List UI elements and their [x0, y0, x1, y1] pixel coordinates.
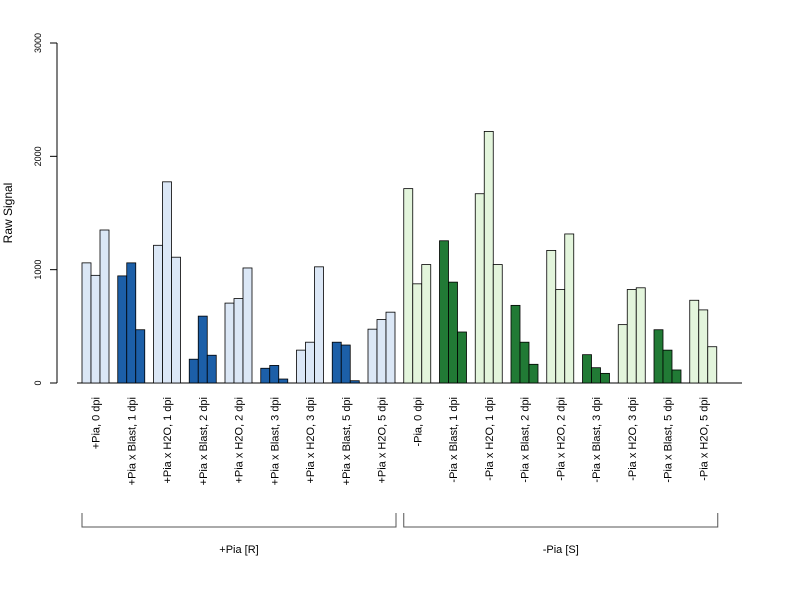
group-bracket: [403, 513, 719, 528]
bar: [519, 341, 530, 384]
bar: [635, 287, 646, 384]
bar: [582, 354, 592, 384]
bar: [233, 298, 244, 384]
bar: [617, 324, 628, 384]
bar: [260, 367, 271, 384]
bar: [367, 328, 378, 384]
x-tick-label: +Pia x H2O, 1 dpi: [162, 397, 174, 484]
bar: [412, 283, 423, 384]
y-tick-label: 3000: [33, 33, 43, 53]
bar: [340, 344, 351, 384]
bar: [457, 331, 467, 384]
bar: [528, 363, 539, 384]
bar: [197, 315, 208, 384]
bar: [81, 262, 92, 384]
bar: [385, 311, 396, 384]
bar: [483, 130, 494, 384]
bar: [653, 329, 664, 384]
bars: [81, 130, 718, 384]
x-tick-label: -Pia x H2O, 3 dpi: [627, 397, 639, 481]
bar: [242, 267, 253, 384]
bar: [314, 266, 324, 384]
bar: [439, 240, 449, 384]
bar: [224, 302, 235, 384]
bar: [555, 289, 566, 384]
bar: [126, 262, 137, 384]
bar: [349, 380, 360, 384]
y-tick-label: 2000: [33, 146, 43, 166]
x-tick-label: -Pia x H2O, 1 dpi: [484, 397, 496, 481]
bar: [305, 341, 315, 384]
bar: [626, 289, 637, 384]
bar: [90, 274, 101, 384]
group-brackets: +Pia [R] -Pia [S]: [81, 513, 719, 556]
x-tick-label: -Pia x Blast, 2 dpi: [520, 397, 532, 483]
bar: [117, 275, 128, 384]
bar: [474, 193, 485, 384]
x-tick-label: -Pia x Blast, 1 dpi: [448, 397, 460, 483]
x-tick-label: +Pia x Blast, 2 dpi: [198, 397, 210, 485]
bar: [492, 264, 503, 384]
bar: [331, 341, 342, 384]
bar: [662, 349, 673, 384]
bar: [689, 299, 700, 384]
bar: [99, 229, 110, 384]
x-tick-label: +Pia x Blast, 1 dpi: [126, 397, 138, 485]
y-tick-label: 0: [33, 380, 43, 385]
y-tick-label: 1000: [33, 260, 43, 280]
bar: [162, 181, 172, 384]
bar: [376, 319, 387, 384]
bar: [153, 244, 163, 384]
x-tick-label: +Pia x H2O, 3 dpi: [305, 397, 317, 484]
bar: [135, 329, 146, 384]
x-tick-label: +Pia, 0 dpi: [91, 397, 103, 449]
group-bracket: [81, 513, 397, 528]
bar: [278, 378, 289, 384]
x-tick-labels: +Pia, 0 dpi +Pia x Blast, 1 dpi +Pia x H2O…: [91, 397, 711, 485]
bar: [188, 358, 199, 384]
bar: [546, 249, 557, 384]
bar: [600, 372, 610, 384]
x-tick-label: -Pia, 0 dpi: [412, 397, 424, 447]
bar: [564, 233, 575, 384]
bar: [510, 304, 521, 384]
bar: [448, 281, 458, 384]
group-bracket-label: +Pia [R]: [219, 544, 258, 556]
bar: [269, 365, 280, 384]
x-tick-label: -Pia x H2O, 5 dpi: [698, 397, 710, 481]
y-axis: 0 1000 2000 3000: [33, 33, 58, 386]
x-tick-label: -Pia x Blast, 3 dpi: [591, 397, 603, 483]
bar: [296, 349, 306, 384]
y-axis-title: Raw Signal: [1, 183, 15, 244]
x-tick-label: -Pia x Blast, 5 dpi: [663, 397, 675, 483]
x-tick-label: +Pia x Blast, 5 dpi: [341, 397, 353, 485]
x-tick-label: +Pia x H2O, 2 dpi: [234, 397, 246, 484]
bar: [698, 309, 709, 384]
x-tick-label: +Pia x H2O, 5 dpi: [377, 397, 389, 484]
bar: [421, 264, 432, 384]
bar: [591, 367, 601, 384]
bar: [206, 354, 217, 384]
bar: [707, 346, 718, 384]
x-tick-label: +Pia x Blast, 3 dpi: [269, 397, 281, 485]
x-tick-label: -Pia x H2O, 2 dpi: [555, 397, 567, 481]
bar: [403, 188, 414, 384]
bar: [671, 369, 682, 384]
bar: [171, 256, 181, 384]
group-bracket-label: -Pia [S]: [543, 544, 579, 556]
